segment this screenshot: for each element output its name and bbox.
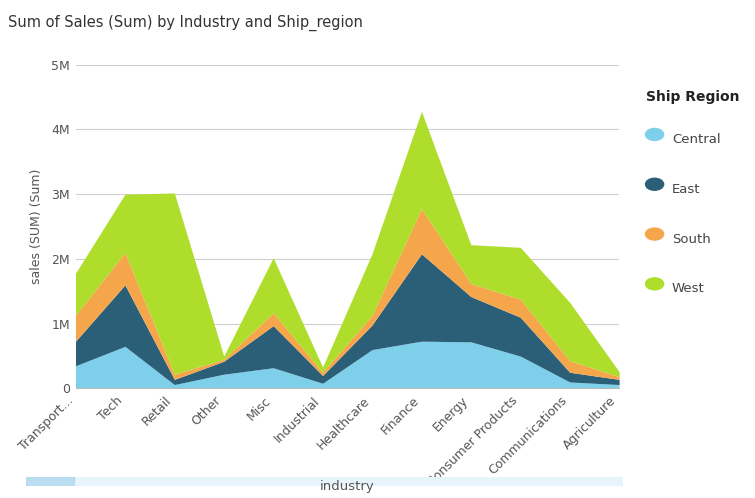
Text: industry: industry: [320, 480, 374, 493]
Y-axis label: sales (SUM) (Sum): sales (SUM) (Sum): [30, 169, 43, 284]
Text: East: East: [672, 183, 701, 196]
Text: Sum of Sales (Sum) by Industry and Ship_region: Sum of Sales (Sum) by Industry and Ship_…: [8, 15, 362, 31]
Bar: [26, 477, 74, 486]
Text: South: South: [672, 233, 710, 246]
Text: Ship Region: Ship Region: [646, 90, 739, 104]
Text: Central: Central: [672, 133, 720, 146]
Text: West: West: [672, 282, 704, 295]
